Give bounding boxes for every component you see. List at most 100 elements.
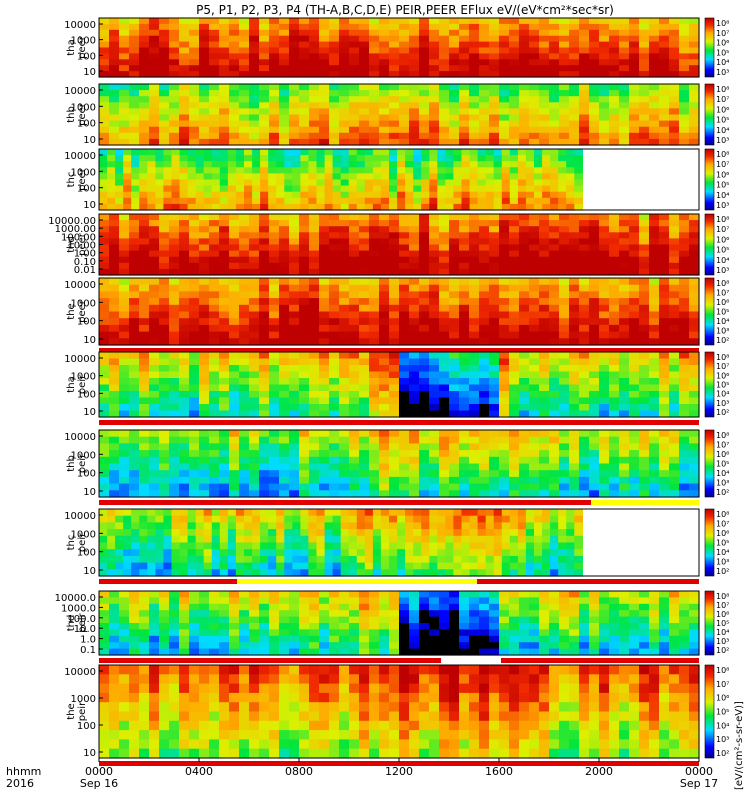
colorbar-tick: 10⁶ [716, 170, 729, 179]
colorbar-tick: 10⁸ [716, 592, 729, 601]
colorbar-tick: 10⁸ [716, 431, 729, 440]
colorbar-tick: 10⁷ [716, 225, 729, 234]
colorbar-tick: 10⁷ [716, 362, 729, 371]
colorbar-tick: 10⁴ [716, 721, 729, 730]
colorbar-tick: 10⁴ [716, 126, 729, 135]
colorbar-label: [eV/(cm²-s-sr-eV)] [734, 701, 745, 790]
colorbar-tick: 10⁸ [716, 215, 729, 224]
colorbar-tick: 10⁸ [716, 666, 729, 675]
y-tick-label: 10000 [64, 20, 96, 31]
page-title: P5, P1, P2, P3, P4 (TH-A,B,C,D,E) PEIR,P… [196, 3, 614, 17]
colorbar-tick: 10⁶ [716, 298, 729, 307]
colorbar-tick: 10⁶ [716, 450, 729, 459]
colorbar-tick: 10⁶ [716, 105, 729, 114]
colorbar-tick: 10⁵ [716, 116, 729, 125]
colorbar-tick: 10³ [716, 327, 729, 336]
y-tick-label: 10000 [64, 432, 96, 443]
y-tick-label: 100 [77, 119, 96, 130]
colorbar-tick: 10² [716, 336, 729, 345]
date-label: Sep 17 [680, 777, 718, 790]
colorbar [705, 430, 714, 497]
colorbar-tick: 10⁵ [716, 460, 729, 469]
colorbar-tick: 10⁷ [716, 441, 729, 450]
colorbar-tick: 10³ [716, 136, 729, 145]
colorbar [705, 665, 714, 758]
colorbar-tick: 10² [716, 567, 729, 576]
colorbar [705, 214, 714, 275]
y-tick-label: 10 [83, 407, 96, 418]
y-tick-label: 10 [83, 748, 96, 759]
y-tick-label: 100 [77, 389, 96, 400]
colorbar [705, 149, 714, 210]
colorbar-tick: 10⁶ [716, 39, 729, 48]
colorbar-tick: 10⁴ [716, 548, 729, 557]
colorbar-tick: 10⁸ [716, 150, 729, 159]
colorbar-tick: 10³ [716, 266, 729, 275]
colorbar-tick: 10⁵ [716, 48, 729, 57]
y-tick-label: 10000 [64, 511, 96, 522]
flag-bar [99, 658, 699, 663]
colorbar-tick: 10⁴ [716, 390, 729, 399]
y-tick-label: 100 [77, 548, 96, 559]
colorbar-tick: 10⁴ [716, 628, 729, 637]
y-tick-label: 1000 [71, 298, 96, 309]
date-label: Sep 16 [80, 777, 118, 790]
x-tick-label: 0400 [185, 765, 213, 778]
colorbar-tick: 10³ [716, 558, 729, 567]
y-tick-label: 1000 [71, 694, 96, 705]
y-tick-label: 10 [83, 335, 96, 346]
y-tick-label: 1000 [71, 36, 96, 47]
colorbar-tick: 10³ [716, 201, 729, 210]
colorbar-tick: 10⁴ [716, 469, 729, 478]
y-tick-label: 1000 [71, 529, 96, 540]
colorbar-tick: 10³ [716, 637, 729, 646]
colorbar-tick: 10⁸ [716, 279, 729, 288]
x-tick-label: 1600 [485, 765, 513, 778]
y-tick-label: 10.0 [74, 624, 96, 635]
colorbar-tick: 10⁶ [716, 694, 729, 703]
y-tick-label: 100 [77, 317, 96, 328]
y-tick-label: 10 [83, 200, 96, 211]
y-tick-label: 10 [83, 487, 96, 498]
y-tick-label: 1000 [71, 102, 96, 113]
colorbar-tick: 10⁸ [716, 19, 729, 28]
colorbar-tick: 10⁴ [716, 317, 729, 326]
y-tick-label: 100.0 [67, 614, 96, 625]
colorbar-tick: 10⁵ [716, 308, 729, 317]
y-tick-label: 100 [77, 721, 96, 732]
colorbar-tick: 10⁴ [716, 191, 729, 200]
y-tick-label: 1000 [71, 167, 96, 178]
y-tick-label: 10 [83, 135, 96, 146]
colorbar-tick: 10³ [716, 399, 729, 408]
x-tick-label: 2000 [585, 765, 613, 778]
colorbar-tick: 10⁵ [716, 619, 729, 628]
colorbar-tick: 10⁵ [716, 181, 729, 190]
y-tick-label: 100 [77, 184, 96, 195]
y-tick-label: 0.01 [74, 265, 96, 276]
colorbar-tick: 10⁶ [716, 371, 729, 380]
colorbar-tick: 10⁷ [716, 289, 729, 298]
colorbar-tick: 10⁷ [716, 680, 729, 689]
colorbar-tick: 10³ [716, 479, 729, 488]
y-tick-label: 10000 [64, 667, 96, 678]
y-tick-label: 100 [77, 51, 96, 62]
colorbar-tick: 10⁵ [716, 708, 729, 717]
colorbar [705, 509, 714, 576]
colorbar-tick: 10⁶ [716, 235, 729, 244]
colorbar-tick: 10⁴ [716, 58, 729, 67]
colorbar-tick: 10⁷ [716, 601, 729, 610]
colorbar-tick: 10⁷ [716, 520, 729, 529]
flag-bar [99, 420, 699, 425]
colorbar-tick: 10⁵ [716, 246, 729, 255]
y-tick-label: 1000 [71, 450, 96, 461]
y-tick-label: 10000 [64, 354, 96, 365]
y-tick-label: 1000 [71, 372, 96, 383]
